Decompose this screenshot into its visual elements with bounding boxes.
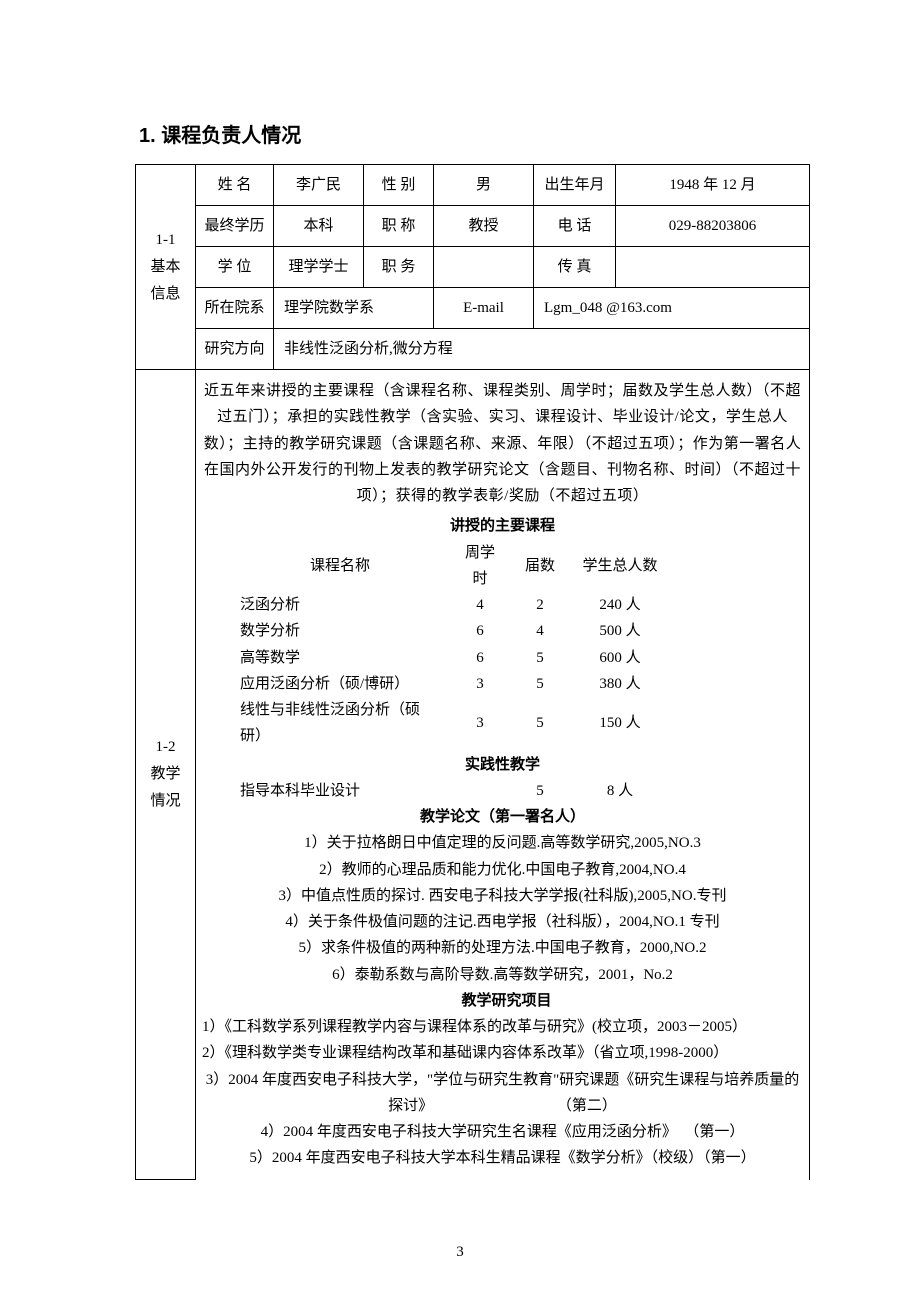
p-students: 8 人	[570, 778, 670, 804]
value-title: 教授	[434, 206, 534, 247]
project-item: 5）2004 年度西安电子科技大学本科生精品课程《数学分析》（校级）（第一）	[202, 1145, 803, 1171]
c3-terms: 5	[510, 671, 570, 697]
label-phone: 电 话	[534, 206, 616, 247]
courses-table: 课程名称 周学时 届数 学生总人数 泛函分析42240 人 数学分析64500 …	[230, 540, 670, 750]
value-email: Lgm_048 @163.com	[534, 288, 810, 329]
value-gender: 男	[434, 165, 534, 206]
c0-students: 240 人	[570, 592, 670, 618]
row-degree: 学 位 理学学士 职 务 传 真	[136, 247, 810, 288]
section2-label1: 教学	[142, 761, 189, 788]
courses-title: 讲授的主要课程	[202, 513, 803, 539]
value-phone: 029-88203806	[616, 206, 810, 247]
section2-sidebar: 1-2 教学 情况	[136, 370, 196, 1180]
c2-hours: 6	[450, 645, 510, 671]
papers-title: 教学论文（第一署名人）	[202, 804, 803, 830]
c1-terms: 4	[510, 618, 570, 644]
row-research: 研究方向 非线性泛函分析,微分方程	[136, 329, 810, 370]
row-section2: 1-2 教学 情况 近五年来讲授的主要课程（含课程名称、课程类别、周学时；届数及…	[136, 370, 810, 1180]
p-name: 指导本科毕业设计	[230, 778, 450, 804]
c4-students: 150 人	[570, 697, 670, 750]
paper-item: 5）求条件极值的两种新的处理方法.中国电子教育，2000,NO.2	[202, 935, 803, 961]
p-terms: 5	[510, 778, 570, 804]
section2-intro: 近五年来讲授的主要课程（含课程名称、课程类别、周学时；届数及学生总人数）（不超过…	[202, 378, 803, 509]
course-row: 泛函分析42240 人	[230, 592, 670, 618]
value-degree: 理学学士	[274, 247, 364, 288]
paper-item: 1）关于拉格朗日中值定理的反问题.高等数学研究,2005,NO.3	[202, 830, 803, 856]
row-dept: 所在院系 理学院数学系 E-mail Lgm_048 @163.com	[136, 288, 810, 329]
c3-name: 应用泛函分析（硕/博研）	[230, 671, 450, 697]
ch-students: 学生总人数	[570, 540, 670, 593]
project-item: 3）2004 年度西安电子科技大学，"学位与研究生教育"研究课题《研究生课程与培…	[202, 1067, 803, 1120]
c1-name: 数学分析	[230, 618, 450, 644]
paper-item: 2）教师的心理品质和能力优化.中国电子教育,2004,NO.4	[202, 857, 803, 883]
label-fax: 传 真	[534, 247, 616, 288]
c0-terms: 2	[510, 592, 570, 618]
section2-content: 近五年来讲授的主要课程（含课程名称、课程类别、周学时；届数及学生总人数）（不超过…	[196, 370, 810, 1180]
practice-row: 指导本科毕业设计 58 人	[230, 778, 670, 804]
paper-item: 6）泰勒系数与高阶导数.高等数学研究，2001，No.2	[202, 962, 803, 988]
label-research: 研究方向	[196, 329, 274, 370]
paper-item: 4）关于条件极值问题的注记.西电学报（社科版），2004,NO.1 专刊	[202, 909, 803, 935]
ch-name: 课程名称	[230, 540, 450, 593]
c4-name: 线性与非线性泛函分析（硕研）	[230, 697, 450, 750]
section1-label1: 基本	[142, 254, 189, 281]
c2-name: 高等数学	[230, 645, 450, 671]
c3-hours: 3	[450, 671, 510, 697]
c4-hours: 3	[450, 697, 510, 750]
section1-sidebar: 1-1 基本 信息	[136, 165, 196, 370]
label-name: 姓 名	[196, 165, 274, 206]
page-number: 3	[0, 1240, 920, 1264]
value-dept: 理学院数学系	[274, 288, 434, 329]
c2-terms: 5	[510, 645, 570, 671]
page-heading: 1. 课程负责人情况	[135, 120, 810, 152]
c0-hours: 4	[450, 592, 510, 618]
value-birth: 1948 年 12 月	[616, 165, 810, 206]
course-row: 线性与非线性泛函分析（硕研）35150 人	[230, 697, 670, 750]
label-degree: 学 位	[196, 247, 274, 288]
p-hours	[450, 778, 510, 804]
course-row: 应用泛函分析（硕/博研）35380 人	[230, 671, 670, 697]
c0-name: 泛函分析	[230, 592, 450, 618]
value-duty	[434, 247, 534, 288]
value-name: 李广民	[274, 165, 364, 206]
section2-label2: 情况	[142, 788, 189, 815]
c1-students: 500 人	[570, 618, 670, 644]
ch-hours: 周学时	[450, 540, 510, 593]
ch-terms: 届数	[510, 540, 570, 593]
practice-title: 实践性教学	[202, 752, 803, 778]
label-gender: 性 别	[364, 165, 434, 206]
course-row: 数学分析64500 人	[230, 618, 670, 644]
value-edu: 本科	[274, 206, 364, 247]
value-fax	[616, 247, 810, 288]
label-dept: 所在院系	[196, 288, 274, 329]
section2-code: 1-2	[142, 734, 189, 761]
section1-code: 1-1	[142, 227, 189, 254]
project-item: 4）2004 年度西安电子科技大学研究生名课程《应用泛函分析》 （第一）	[202, 1119, 803, 1145]
c2-students: 600 人	[570, 645, 670, 671]
c1-hours: 6	[450, 618, 510, 644]
label-duty: 职 务	[364, 247, 434, 288]
projects-title: 教学研究项目	[202, 988, 803, 1014]
project-item: 1）《工科数学系列课程教学内容与课程体系的改革与研究》(校立项，2003－200…	[202, 1014, 803, 1040]
label-email: E-mail	[434, 288, 534, 329]
course-row: 高等数学65600 人	[230, 645, 670, 671]
row-edu: 最终学历 本科 职 称 教授 电 话 029-88203806	[136, 206, 810, 247]
practice-table: 指导本科毕业设计 58 人	[230, 778, 670, 804]
paper-item: 3）中值点性质的探讨. 西安电子科技大学学报(社科版),2005,NO.专刊	[202, 883, 803, 909]
c3-students: 380 人	[570, 671, 670, 697]
label-birth: 出生年月	[534, 165, 616, 206]
courses-header: 课程名称 周学时 届数 学生总人数	[230, 540, 670, 593]
label-edu: 最终学历	[196, 206, 274, 247]
project-item: 2）《理科数学类专业课程结构改革和基础课内容体系改革》（省立项,1998-200…	[202, 1040, 803, 1066]
row-name: 1-1 基本 信息 姓 名 李广民 性 别 男 出生年月 1948 年 12 月	[136, 165, 810, 206]
label-title: 职 称	[364, 206, 434, 247]
section1-label2: 信息	[142, 281, 189, 308]
value-research: 非线性泛函分析,微分方程	[274, 329, 810, 370]
main-table: 1-1 基本 信息 姓 名 李广民 性 别 男 出生年月 1948 年 12 月…	[135, 164, 810, 1180]
c4-terms: 5	[510, 697, 570, 750]
